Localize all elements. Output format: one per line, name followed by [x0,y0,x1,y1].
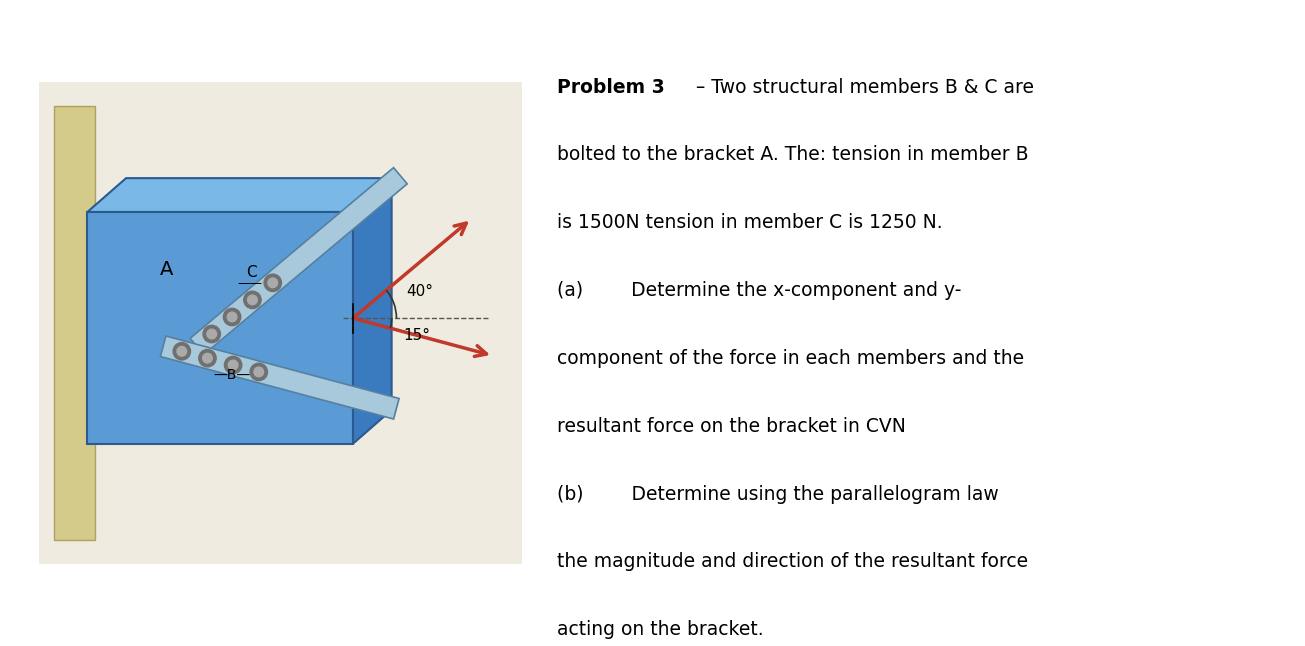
Text: acting on the bracket.: acting on the bracket. [557,620,763,639]
Text: ——: —— [238,276,262,290]
Bar [87,212,352,444]
Circle shape [204,326,221,343]
Text: (b)        Determine using the parallelogram law: (b) Determine using the parallelogram la… [557,484,998,503]
Polygon shape [352,173,392,444]
Text: A: A [161,260,174,278]
Text: (a)        Determine the x-component and y-: (a) Determine the x-component and y- [557,281,962,300]
Text: 15°: 15° [403,328,431,343]
Circle shape [248,295,257,305]
Circle shape [268,278,278,287]
Text: Problem 3: Problem 3 [557,78,664,96]
Bar [54,106,95,540]
Circle shape [244,291,261,309]
Circle shape [254,367,264,377]
Text: bolted to the bracket A. The: tension in member B: bolted to the bracket A. The: tension in… [557,145,1028,164]
Circle shape [207,329,217,339]
Circle shape [223,308,240,326]
Circle shape [224,357,241,374]
Circle shape [198,349,217,367]
Circle shape [202,353,213,363]
Text: – Two structural members B & C are: – Two structural members B & C are [690,78,1035,96]
Text: resultant force on the bracket in CVN: resultant force on the bracket in CVN [557,417,906,435]
Circle shape [264,274,282,291]
Circle shape [174,342,191,360]
Text: 40°: 40° [406,284,433,300]
Text: the magnitude and direction of the resultant force: the magnitude and direction of the resul… [557,552,1028,571]
Circle shape [251,363,268,380]
Circle shape [227,312,238,322]
Circle shape [177,346,187,356]
Text: —B—: —B— [214,368,251,382]
Polygon shape [191,167,407,355]
Text: is 1500N tension in member C is 1250 N.: is 1500N tension in member C is 1250 N. [557,213,942,232]
Circle shape [228,360,238,370]
Text: component of the force in each members and the: component of the force in each members a… [557,349,1024,368]
Text: C: C [245,265,256,280]
Polygon shape [87,178,392,212]
Polygon shape [161,336,399,419]
